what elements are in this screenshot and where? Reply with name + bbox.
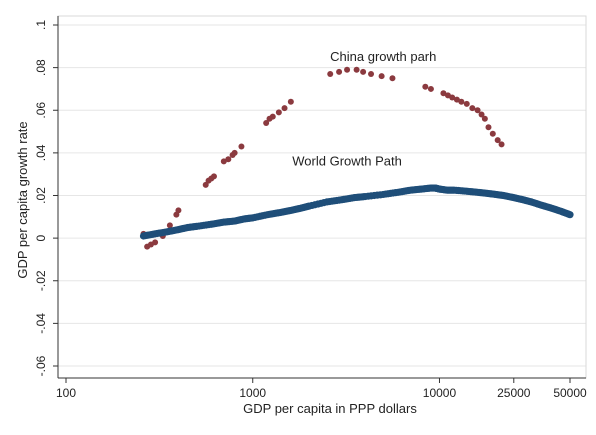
data-point [494,137,501,144]
x-tick-label: 50000 [553,386,587,400]
y-tick-label: 0 [34,234,48,241]
data-point [269,113,276,120]
data-point [353,66,360,73]
data-point [281,105,288,112]
data-point [376,191,384,199]
annotations: China growth parh World Growth Path [292,49,436,168]
data-point [498,141,505,148]
data-point [152,239,159,246]
data-point [440,90,447,97]
y-tick-label: .1 [34,20,48,30]
x-tick-label: 1000 [239,386,266,400]
data-point [449,94,456,101]
y-tick-label: .08 [34,59,48,76]
series-china [140,66,505,250]
data-point [458,98,465,105]
series-world [139,184,574,240]
data-point [469,105,476,112]
y-tick-label: -.02 [34,270,48,291]
annotation-label: World Growth Path [292,154,402,169]
x-tick-label: 10000 [423,386,457,400]
data-point [225,156,232,163]
data-point [453,96,460,103]
data-point [489,130,496,137]
data-point [474,107,481,114]
data-point [220,158,227,165]
x-tick-label: 25000 [497,386,531,400]
data-series [139,66,574,250]
data-point [344,66,351,73]
data-point [263,120,270,127]
data-point [422,83,429,90]
annotation-label: China growth parh [330,49,436,64]
data-point [210,173,217,180]
data-point [275,109,282,116]
data-point [166,222,173,229]
data-point [427,85,434,92]
data-point [327,71,334,78]
x-axis-label: GDP per capita in PPP dollars [243,401,417,416]
data-point [231,149,238,156]
data-point [564,210,573,218]
data-point [389,75,396,82]
x-tick-label: 100 [56,386,76,400]
y-tick-label: .02 [34,187,48,204]
data-point [485,124,492,131]
data-point [238,143,245,150]
data-point [360,68,367,75]
x-ticks: 100 1000 10000 25000 50000 [56,378,587,400]
data-point [463,100,470,107]
y-tick-label: -.06 [34,355,48,376]
data-point [368,71,375,78]
y-tick-label: .04 [34,144,48,161]
data-point [336,68,343,75]
data-point [175,207,182,214]
y-tick-label: -.04 [34,313,48,334]
y-axis-label: GDP per capita growth rate [15,121,30,278]
data-point [378,73,385,80]
data-point [320,199,328,207]
axes [57,15,587,379]
y-tick-label: .06 [34,102,48,119]
data-point [287,98,294,105]
y-ticks: .1 .08 .06 .04 .02 0 -.02 -.04 -.06 [34,20,58,376]
data-point [478,111,485,118]
data-point [202,181,209,188]
data-point [481,115,488,122]
